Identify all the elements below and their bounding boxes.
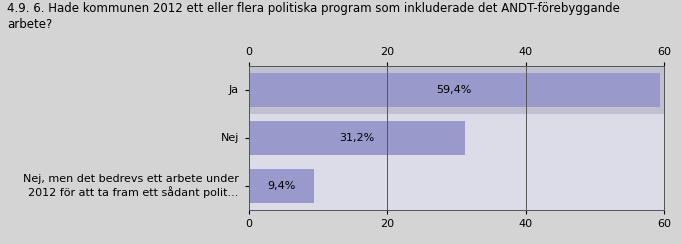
Bar	[249, 169, 314, 203]
Text: 31,2%: 31,2%	[339, 133, 374, 143]
Text: 4.9. 6. Hade kommunen 2012 ett eller flera politiska program som inkluderade det: 4.9. 6. Hade kommunen 2012 ett eller fle…	[7, 2, 620, 31]
Text: 9,4%: 9,4%	[267, 181, 296, 191]
Text: 59,4%: 59,4%	[437, 85, 472, 95]
Bar	[249, 162, 664, 210]
Bar	[249, 66, 664, 114]
Bar	[249, 121, 464, 155]
Bar	[249, 73, 660, 107]
Bar	[249, 114, 664, 162]
